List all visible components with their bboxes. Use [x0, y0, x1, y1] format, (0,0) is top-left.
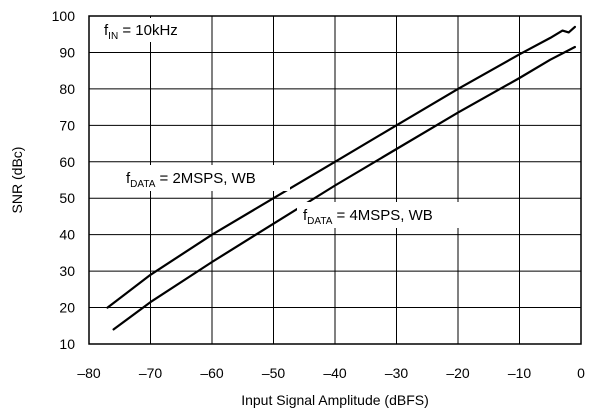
fin-annotation-bg [98, 18, 203, 42]
y-tick-label: 90 [59, 44, 75, 60]
x-tick-label: –20 [446, 365, 470, 381]
y-tick-label: 40 [59, 227, 75, 243]
data2-annotation-bg [120, 165, 290, 191]
y-tick-label: 100 [52, 8, 76, 24]
x-tick-label: –40 [323, 365, 347, 381]
x-tick-label: –10 [508, 365, 532, 381]
x-tick-label: –50 [262, 365, 286, 381]
y-tick-label: 20 [59, 300, 75, 316]
series-lines [106, 25, 577, 331]
series-2msps-line [106, 25, 577, 309]
y-tick-label: 10 [59, 336, 75, 352]
x-tick-label: –30 [385, 365, 409, 381]
x-tick-label: –80 [77, 365, 101, 381]
series-4msps-line [112, 45, 577, 331]
x-tick-label: –70 [139, 365, 163, 381]
y-axis-title: SNR (dBc) [9, 147, 25, 214]
x-tick-labels: –80 –70 –60 –50 –40 –30 –20 –10 0 [77, 365, 585, 381]
data4-annotation-bg [297, 202, 497, 228]
y-tick-label: 30 [59, 263, 75, 279]
y-tick-label: 70 [59, 117, 75, 133]
x-axis-title: Input Signal Amplitude (dBFS) [241, 392, 429, 408]
y-tick-label: 80 [59, 81, 75, 97]
data2-annotation: fDATA = 2MSPS, WB [126, 170, 256, 190]
y-tick-labels: 10 20 30 40 50 60 70 80 90 100 [52, 8, 76, 352]
y-tick-label: 60 [59, 154, 75, 170]
fin-annotation: fIN = 10kHz [104, 22, 178, 42]
x-tick-label: 0 [577, 365, 585, 381]
y-tick-label: 50 [59, 190, 75, 206]
data4-annotation: fDATA = 4MSPS, WB [303, 207, 433, 227]
x-tick-label: –60 [200, 365, 224, 381]
